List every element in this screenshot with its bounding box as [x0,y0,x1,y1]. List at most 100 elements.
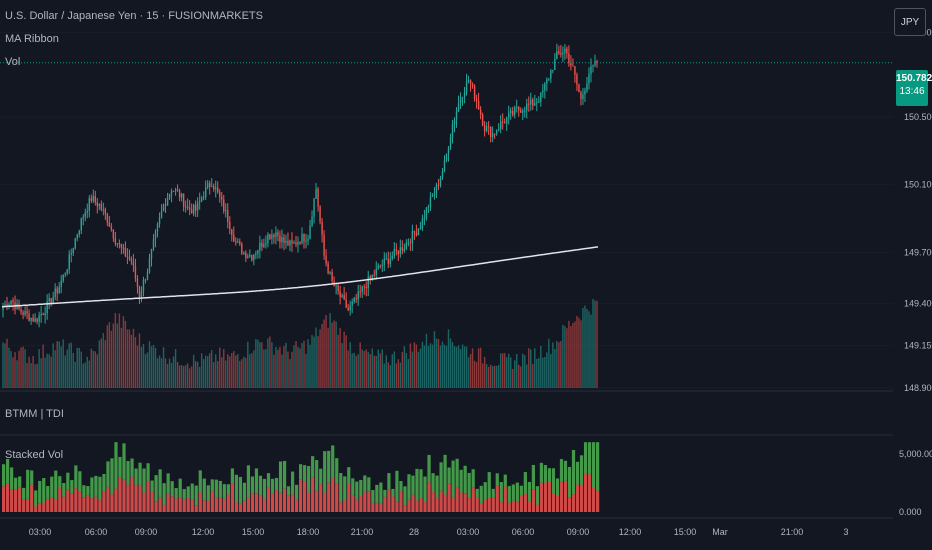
stacked-volume-down [459,492,463,512]
volume-bar [186,363,189,388]
candle-body [156,224,159,232]
candle-body [449,137,452,149]
stacked-volume-up [130,458,134,477]
candle-body [429,196,432,208]
candle-body [88,198,90,212]
volume-bar [361,349,363,388]
volume-bar [58,341,60,388]
stacked-volume-up [319,468,323,485]
stacked-volume-down [491,497,495,512]
candle-body [377,265,379,269]
candle-body [329,272,331,274]
stacked-volume-down [571,494,576,512]
stacked-volume-up [555,478,560,497]
candle-body [184,206,187,208]
candle-body [158,217,161,225]
stacked-volume-up [58,476,62,488]
candle-body [251,255,253,261]
stacked-vol-legend[interactable]: Stacked Vol [5,449,64,461]
candle-body [477,101,480,110]
candle-body [507,113,510,118]
stacked-volume-up [487,472,491,498]
stacked-volume-down [262,498,267,512]
volume-bar [317,336,319,388]
volume-bar [335,321,337,388]
candle-body [271,234,273,239]
candle-body [2,306,4,311]
time-tick-label: Mar [712,527,728,537]
stacked-volume-down [126,484,130,512]
candle-body [86,211,88,213]
stacked-volume-down [274,490,279,512]
candle-body [369,276,371,279]
candle-body [526,103,528,111]
stacked-volume-down [202,500,206,512]
stacked-volume-down [515,501,519,512]
volume-bar [114,313,117,388]
stacked-volume-up [535,486,540,505]
volume-bar [247,341,249,388]
stacked-volume-up [547,468,552,483]
stacked-volume-up [583,442,588,474]
candle-body [467,80,470,82]
stacked-volume-up [74,465,78,489]
stacked-volume-up [451,460,455,498]
btmm-tdi-legend[interactable]: BTMM | TDI [5,408,64,420]
stacked-volume-down [379,503,383,512]
stacked-volume-down [531,489,535,512]
stacked-volume-up [587,442,592,475]
stacked-volume-down [42,502,46,512]
volume-bar [465,346,468,388]
stacked-volume-up [551,468,556,494]
currency-button[interactable]: JPY [894,8,926,36]
candle-body [275,232,277,237]
volume-bar [273,354,275,388]
candle-body [204,187,207,198]
stacked-volume-up [415,468,419,501]
volume-bar [76,347,78,388]
stacked-volume-down [122,479,126,512]
volume-bar [196,361,199,388]
volume-bar [333,320,335,388]
stacked-volume-up [158,469,162,498]
candle-body [495,130,498,134]
volume-bar [397,359,400,388]
volume-bar [574,321,576,388]
volume-bar [98,340,101,388]
candle-body [540,92,542,102]
candle-body [592,65,594,67]
stacked-volume-up [186,486,190,499]
candle-body [120,243,123,248]
time-tick-label: 12:00 [192,527,215,537]
time-axis[interactable]: 03:00 06:00 09:00 12:00 15:00 18:00 21:00 28 03:… [29,527,849,537]
candle-body [138,286,141,298]
ma-ribbon-legend[interactable]: MA Ribbon [5,33,59,45]
candle-body [221,196,223,200]
volume-bar [38,349,40,388]
volume-bar [70,342,72,388]
candle-body [349,305,351,311]
stacked-volume-down [395,501,399,512]
volume-bar [391,354,394,388]
candle-body [291,240,293,244]
stacked-volume-down [210,490,214,512]
candle-body [546,79,548,84]
volume-bar [118,313,121,388]
volume-legend[interactable]: Vol [5,56,21,68]
volume-bar [54,350,56,388]
volume-bar [275,346,277,388]
candle-body [401,247,404,251]
price-tick-label: 148.900 [904,383,932,393]
chart-title: U.S. Dollar / Japanese Yen · 15 · FUSION… [5,10,263,22]
candle-body [211,186,213,188]
candle-body [176,189,179,191]
volume-bar [501,353,504,388]
volume-bar [299,348,301,388]
candle-body [512,110,514,115]
candle-body [233,234,235,242]
volume-bar [88,360,90,388]
stacked-volume-up [391,488,395,497]
stacked-volume-down [38,503,42,512]
time-tick-label: 03:00 [29,527,52,537]
